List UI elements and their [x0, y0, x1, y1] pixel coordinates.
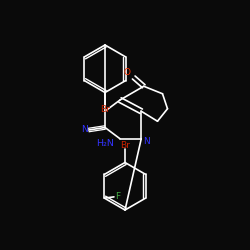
Text: N: N — [144, 137, 150, 146]
Text: Br: Br — [120, 141, 130, 150]
Text: N: N — [81, 126, 87, 134]
Text: Br: Br — [100, 106, 110, 114]
Text: H₂N: H₂N — [96, 139, 114, 148]
Text: F: F — [116, 192, 121, 200]
Text: O: O — [124, 68, 131, 78]
